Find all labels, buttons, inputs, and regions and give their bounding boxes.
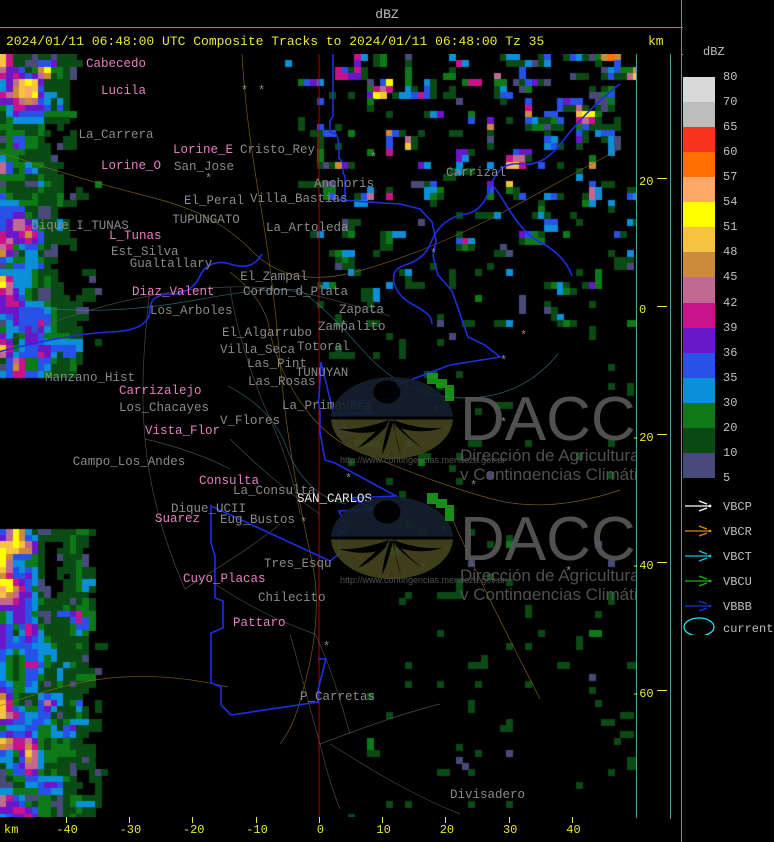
svg-text:y Contingencias Climáticas: y Contingencias Climáticas (460, 585, 637, 600)
svg-text:VBCP: VBCP (723, 500, 752, 514)
svg-text:current: current (723, 622, 773, 635)
svg-text:VBCU: VBCU (723, 575, 752, 589)
svg-text:http://www.contingencias.mendo: http://www.contingencias.mendoza.gov.ar (340, 575, 505, 585)
svg-text:VBCR: VBCR (723, 525, 752, 539)
svg-text:DACC: DACC (460, 505, 636, 574)
svg-text:VBCT: VBCT (723, 550, 752, 564)
svg-text:VBBB: VBBB (723, 600, 752, 614)
